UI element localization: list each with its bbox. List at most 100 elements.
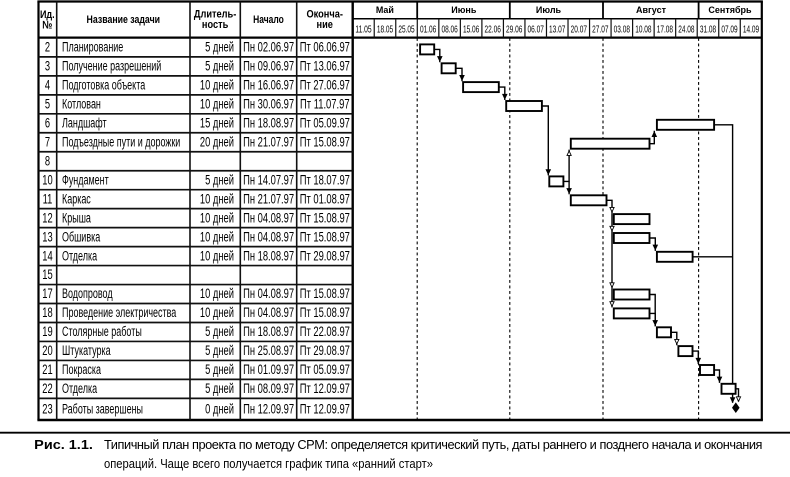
svg-text:Пт 18.07.97: Пт 18.07.97 (300, 172, 350, 187)
svg-text:11: 11 (43, 191, 53, 206)
svg-text:Пн 21.07.97: Пн 21.07.97 (243, 191, 294, 206)
svg-text:Пт 15.08.97: Пт 15.08.97 (300, 134, 350, 149)
svg-text:08.06: 08.06 (441, 25, 458, 36)
svg-text:5 дней: 5 дней (205, 59, 234, 74)
svg-text:Пн 04.08.97: Пн 04.08.97 (243, 286, 294, 301)
svg-text:Типичный план проекта по метод: Типичный план проекта по методу CPM: опр… (104, 437, 763, 452)
svg-text:Пт 29.08.97: Пт 29.08.97 (300, 248, 350, 263)
svg-text:10.08: 10.08 (635, 25, 652, 36)
svg-text:20: 20 (42, 343, 52, 358)
svg-text:Пт 15.08.97: Пт 15.08.97 (300, 286, 350, 301)
svg-text:0 дней: 0 дней (205, 401, 234, 416)
svg-text:Пн 18.08.97: Пн 18.08.97 (243, 248, 294, 263)
svg-text:Пн 04.08.97: Пн 04.08.97 (243, 305, 294, 320)
svg-text:Длитель-: Длитель- (194, 9, 237, 21)
svg-text:13: 13 (42, 229, 52, 244)
svg-text:Пн 21.07.97: Пн 21.07.97 (243, 134, 294, 149)
svg-text:Штукатурка: Штукатурка (62, 343, 111, 358)
svg-text:6: 6 (45, 116, 50, 131)
svg-text:Пт 29.08.97: Пт 29.08.97 (300, 343, 350, 358)
svg-text:Пн 18.08.97: Пн 18.08.97 (243, 324, 294, 339)
svg-text:Получение разрешений: Получение разрешений (62, 59, 161, 74)
svg-text:Начало: Начало (253, 14, 284, 26)
svg-text:5 дней: 5 дней (205, 381, 234, 396)
svg-text:Покраска: Покраска (62, 362, 101, 377)
svg-text:18: 18 (42, 305, 52, 320)
svg-text:15.06: 15.06 (463, 25, 480, 36)
svg-text:Август: Август (636, 5, 667, 15)
svg-text:10 дней: 10 дней (200, 286, 234, 301)
svg-text:19: 19 (42, 324, 52, 339)
svg-text:Пн 25.08.97: Пн 25.08.97 (243, 343, 294, 358)
svg-text:Пн 30.06.97: Пн 30.06.97 (243, 97, 294, 112)
svg-text:31.08: 31.08 (700, 25, 717, 36)
svg-text:Пт 15.08.97: Пт 15.08.97 (300, 305, 350, 320)
svg-text:операций. Чаще всего получаетс: операций. Чаще всего получается график т… (104, 456, 433, 471)
svg-text:Пт 12.09.97: Пт 12.09.97 (300, 381, 350, 396)
svg-text:17.08: 17.08 (657, 25, 674, 36)
svg-text:Ид.: Ид. (40, 9, 55, 21)
svg-text:Пн 04.08.97: Пн 04.08.97 (243, 229, 294, 244)
svg-text:22: 22 (42, 381, 52, 396)
svg-text:15: 15 (42, 267, 52, 282)
svg-text:5 дней: 5 дней (205, 40, 234, 55)
svg-text:Фундамент: Фундамент (62, 172, 109, 187)
svg-text:5 дней: 5 дней (205, 324, 234, 339)
svg-text:3: 3 (45, 59, 50, 74)
svg-text:Отделка: Отделка (62, 381, 97, 396)
svg-text:Пн 04.08.97: Пн 04.08.97 (243, 210, 294, 225)
svg-text:Рис. 1.1.: Рис. 1.1. (34, 437, 93, 452)
svg-text:20 дней: 20 дней (200, 134, 234, 149)
svg-text:10: 10 (42, 172, 52, 187)
svg-text:Обшивка: Обшивка (62, 229, 101, 244)
svg-text:10 дней: 10 дней (200, 78, 234, 93)
svg-text:Май: Май (376, 5, 394, 15)
svg-text:Пт 06.06.97: Пт 06.06.97 (300, 40, 350, 55)
svg-text:Крыша: Крыша (62, 210, 91, 225)
svg-text:Пт 12.09.97: Пт 12.09.97 (300, 401, 350, 416)
svg-text:Столярные работы: Столярные работы (62, 324, 142, 339)
svg-text:Пт 22.08.97: Пт 22.08.97 (300, 324, 350, 339)
svg-text:20.07: 20.07 (571, 25, 588, 36)
svg-text:Пт 05.09.97: Пт 05.09.97 (300, 362, 350, 377)
svg-text:4: 4 (45, 78, 51, 93)
svg-text:8: 8 (45, 153, 50, 168)
svg-text:Ландшафт: Ландшафт (62, 116, 107, 131)
svg-text:03.08: 03.08 (614, 25, 631, 36)
svg-text:Пн 08.09.97: Пн 08.09.97 (243, 381, 294, 396)
svg-text:23: 23 (42, 401, 52, 416)
svg-text:25.05: 25.05 (398, 25, 415, 36)
svg-text:5: 5 (45, 97, 50, 112)
svg-text:14.09: 14.09 (743, 25, 760, 36)
svg-text:10 дней: 10 дней (200, 248, 234, 263)
svg-text:Пн 16.06.97: Пн 16.06.97 (243, 78, 294, 93)
svg-text:Пт 01.08.97: Пт 01.08.97 (300, 191, 350, 206)
svg-text:Июнь: Июнь (451, 5, 477, 15)
svg-text:Пт 11.07.97: Пт 11.07.97 (300, 97, 350, 112)
svg-text:10 дней: 10 дней (200, 210, 234, 225)
svg-text:ность: ность (202, 19, 229, 31)
svg-text:Пн 01.09.97: Пн 01.09.97 (243, 362, 294, 377)
svg-text:Пн 09.06.97: Пн 09.06.97 (243, 59, 294, 74)
svg-text:Пт 15.08.97: Пт 15.08.97 (300, 229, 350, 244)
svg-text:Пт 13.06.97: Пт 13.06.97 (300, 59, 350, 74)
svg-text:Пн 18.08.97: Пн 18.08.97 (243, 116, 294, 131)
svg-text:13.07: 13.07 (549, 25, 566, 36)
svg-text:27.07: 27.07 (592, 25, 609, 36)
svg-text:Отделка: Отделка (62, 248, 97, 263)
svg-text:14: 14 (42, 248, 53, 263)
svg-text:Пн 02.06.97: Пн 02.06.97 (243, 40, 294, 55)
svg-text:10 дней: 10 дней (200, 97, 234, 112)
svg-text:Пн 12.09.97: Пн 12.09.97 (243, 401, 294, 416)
svg-text:10 дней: 10 дней (200, 305, 234, 320)
svg-text:24.08: 24.08 (678, 25, 695, 36)
svg-text:29.06: 29.06 (506, 25, 523, 36)
svg-text:10 дней: 10 дней (200, 191, 234, 206)
svg-text:15 дней: 15 дней (200, 116, 234, 131)
svg-text:ние: ние (317, 19, 333, 31)
svg-text:Сентябрь: Сентябрь (708, 5, 752, 15)
svg-text:Каркас: Каркас (62, 191, 91, 206)
svg-text:7: 7 (45, 134, 50, 149)
svg-text:Подготовка объекта: Подготовка объекта (62, 78, 146, 93)
svg-text:2: 2 (45, 40, 50, 55)
